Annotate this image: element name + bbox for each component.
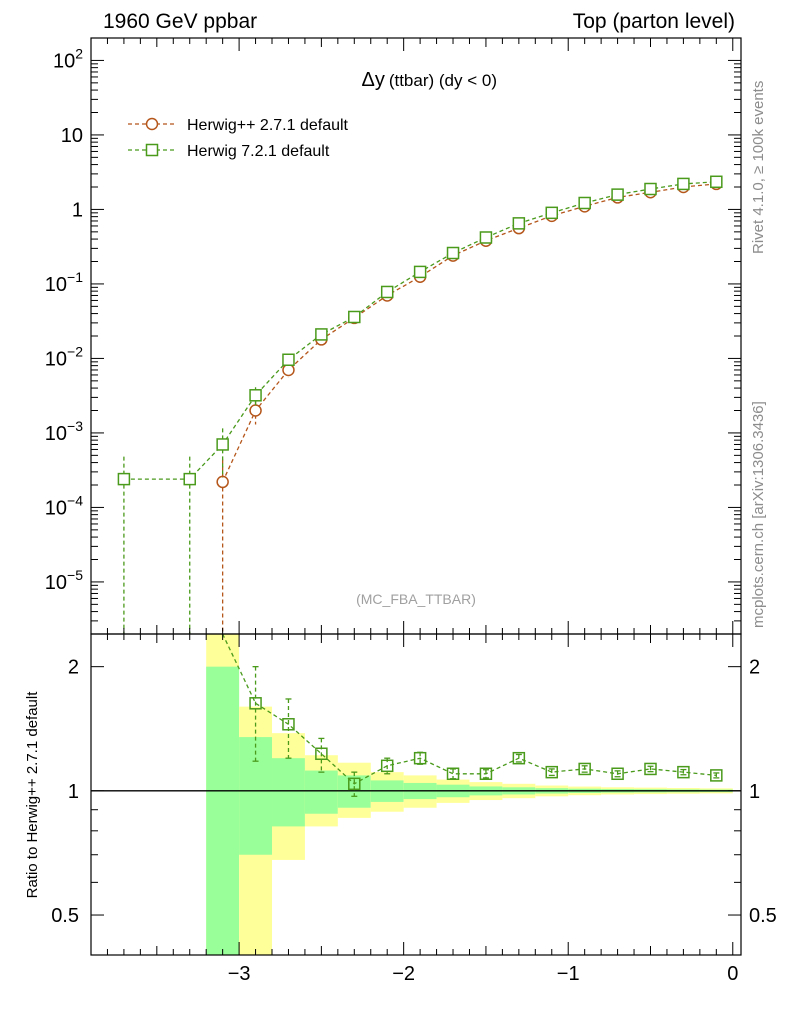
- ratio-ytick-label-right-2: 2: [749, 657, 760, 679]
- marker-herwig7-15: [644, 182, 657, 196]
- main-ytick-label-4: 10−1: [45, 269, 83, 296]
- analysis-id: (MC_FBA_TTBAR): [356, 591, 476, 607]
- main-ytick-label-6: 10: [61, 125, 83, 147]
- marker-herwig7-16: [677, 177, 690, 191]
- ratio-xtick-label-2: −1: [557, 963, 580, 985]
- marker-herwig7-2: [216, 438, 229, 451]
- marker-herwigpp-1: [249, 404, 262, 417]
- main-series-layer: [117, 175, 723, 634]
- marker-herwig7-1: [183, 472, 196, 486]
- main-ytick-exponent: −4: [67, 492, 83, 508]
- ratio-marker-2: [315, 747, 328, 761]
- ratio-ytick-label-right-1: 1: [749, 781, 760, 803]
- main-ytick-label-5: 1: [72, 199, 83, 221]
- main-ytick-base: 10: [45, 497, 67, 519]
- legend-marker-herwig7: [145, 143, 159, 157]
- rivet-label: Rivet 4.1.0, ≥ 100k events: [750, 81, 767, 254]
- ratio-xtick-label-1: −2: [392, 963, 415, 985]
- main-ytick-label-0: 10−5: [45, 567, 83, 594]
- axes-frames: [90, 37, 742, 956]
- plot-title-main: Δy: [361, 69, 384, 91]
- ratio-marker-1: [282, 718, 295, 731]
- marker-herwigpp-0: [216, 475, 229, 489]
- ratio-ytick-label-left-1: 1: [68, 781, 79, 803]
- ratio-marker-8: [512, 751, 526, 765]
- ratio-xtick-label-3: 0: [727, 963, 738, 985]
- marker-herwig7-13: [578, 196, 591, 210]
- marker-herwig7-7: [380, 285, 394, 299]
- main-ytick-exponent: 2: [75, 45, 83, 61]
- marker-herwig7-9: [446, 246, 460, 260]
- legend-label-herwig7: Herwig 7.2.1 default: [187, 143, 330, 160]
- ratio-marker-10: [578, 762, 591, 776]
- main-ytick-base: 10: [45, 423, 67, 445]
- ratio-series-line: [222, 633, 717, 785]
- marker-herwig7-0: [117, 472, 131, 486]
- ratio-marker-13: [677, 765, 690, 779]
- band-inner-0: [206, 666, 240, 955]
- legend-marker-herwigpp: [145, 117, 159, 131]
- marker-herwig7-17: [710, 175, 723, 189]
- marker-herwig7-12: [545, 206, 559, 220]
- ratio-ytick-label-left-2: 2: [68, 657, 79, 679]
- main-ytick-exponent: −1: [67, 269, 83, 285]
- main-ytick-label-3: 10−2: [45, 343, 83, 370]
- legend-label-herwigpp: Herwig++ 2.7.1 default: [187, 117, 349, 134]
- ratio-marker-14: [710, 769, 723, 782]
- legend-entry-herwigpp: Herwig++ 2.7.1 default: [128, 117, 349, 134]
- series-line-herwig7: [123, 181, 717, 480]
- ratio-marker-6: [446, 767, 460, 781]
- band-inner-3: [304, 770, 338, 814]
- main-ytick-base: 10: [61, 125, 83, 147]
- marker-herwig7-11: [512, 217, 526, 230]
- ratio-marker-7: [479, 767, 493, 781]
- plot-title: Δy (ttbar) (dy < 0): [361, 69, 497, 91]
- main-ytick-label-2: 10−3: [45, 418, 83, 445]
- marker-herwig7-8: [413, 265, 427, 279]
- main-ytick-base: 10: [45, 572, 67, 594]
- ratio-marker-9: [545, 765, 559, 779]
- main-ytick-label-1: 10−4: [45, 492, 83, 519]
- main-ytick-exponent: −2: [67, 343, 83, 359]
- ratio-marker-11: [611, 767, 624, 781]
- main-ytick-base: 10: [45, 274, 67, 296]
- main-ytick-exponent: −5: [67, 567, 83, 583]
- main-ytick-base: 1: [72, 199, 83, 221]
- ratio-series-layer: [222, 633, 723, 797]
- marker-herwig7-3: [249, 389, 262, 402]
- ratio-marker-12: [644, 762, 657, 776]
- mcplots-label: mcplots.cern.ch [arXiv:1306.3436]: [750, 401, 767, 628]
- ratio-ylabel: Ratio to Herwig++ 2.7.1 default: [24, 691, 41, 899]
- ratio-ytick-label-left-0: 0.5: [51, 905, 79, 927]
- band-inner-2: [272, 758, 305, 827]
- ratio-uncertainty-bands: [206, 634, 733, 955]
- marker-herwig7-10: [479, 231, 493, 244]
- main-ytick-base: 10: [53, 50, 75, 72]
- header-left: 1960 GeV ppbar: [103, 10, 257, 33]
- marker-herwig7-14: [611, 188, 624, 201]
- main-ytick-exponent: −3: [67, 418, 83, 434]
- ratio-xtick-label-0: −3: [228, 963, 251, 985]
- main-ytick-base: 10: [45, 348, 67, 370]
- ratio-marker-3: [348, 777, 361, 791]
- series-line-herwigpp: [222, 183, 717, 483]
- legend: Herwig++ 2.7.1 default Herwig 7.2.1 defa…: [128, 117, 349, 160]
- marker-herwigpp-2: [282, 363, 295, 377]
- band-inner-1: [239, 737, 273, 855]
- marker-herwig7-4: [282, 353, 295, 366]
- ratio-marker-5: [413, 751, 427, 765]
- main-ytick-label-7: 102: [53, 45, 83, 72]
- legend-entry-herwig7: Herwig 7.2.1 default: [128, 143, 330, 160]
- header-right: Top (parton level): [573, 10, 735, 33]
- ratio-panel-frame: [90, 633, 742, 956]
- marker-herwig7-6: [348, 310, 361, 324]
- ratio-marker-0: [249, 697, 262, 710]
- plot-title-sub: (ttbar) (dy < 0): [389, 71, 497, 90]
- marker-herwig7-5: [315, 328, 328, 341]
- ratio-ytick-label-right-0: 0.5: [749, 905, 777, 927]
- ratio-marker-4: [380, 759, 394, 773]
